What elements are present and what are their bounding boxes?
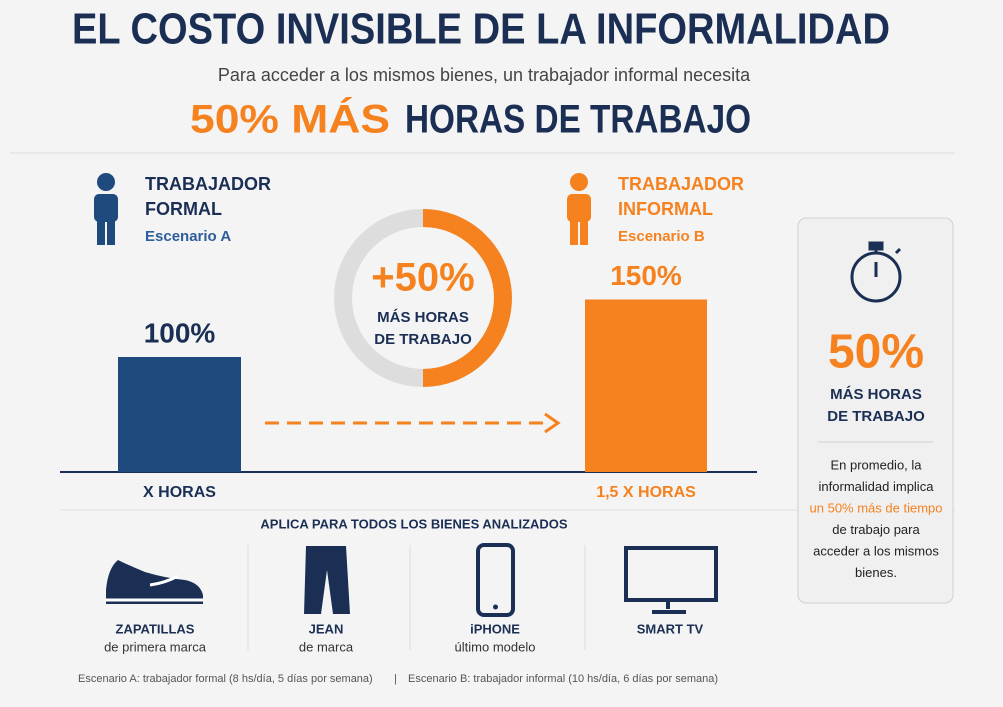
bar-value-label: 100% (144, 317, 216, 348)
goods-separators (247, 545, 586, 650)
footer-note: Escenario B: trabajador informal (10 hs/… (408, 673, 718, 685)
tv-icon (624, 546, 718, 614)
title: EL COSTO INVISIBLE DE LA INFORMALIDAD (72, 5, 890, 54)
bar-value-label: 150% (610, 260, 682, 291)
card-note: bienes. (855, 565, 897, 580)
worker-title: TRABAJADOR (145, 174, 271, 194)
dashed-arrow (265, 412, 561, 434)
ring-caption: MÁS HORAS (377, 309, 469, 326)
good-name: SMART TV (637, 621, 704, 636)
worker-title: INFORMAL (618, 199, 713, 219)
card-figure: 50% (828, 326, 924, 379)
ring-label: +50% (371, 256, 474, 300)
footer-separator: | (394, 673, 397, 685)
good-name: iPHONE (470, 621, 520, 636)
ring-caption: DE TRABAJO (374, 331, 472, 348)
jean-icon (304, 546, 350, 614)
bar (118, 357, 241, 472)
ring-arc (422, 209, 512, 387)
headline-highlight: 50% MÁS (190, 97, 390, 142)
card-note: En promedio, la (830, 457, 922, 472)
scenario-label: Escenario B (618, 228, 705, 245)
stopwatch-icon (850, 241, 902, 303)
good-name: ZAPATILLAS (116, 621, 195, 636)
good-name: JEAN (309, 621, 344, 636)
card-note: acceder a los mismos (813, 543, 939, 558)
worker-title: FORMAL (145, 199, 222, 219)
bar (585, 299, 707, 472)
good-detail: de primera marca (104, 639, 207, 654)
worker-title: TRABAJADOR (618, 174, 744, 194)
phone-icon (476, 543, 515, 617)
good-detail: último modelo (455, 639, 536, 654)
hours-label: X HORAS (143, 484, 216, 501)
person-icon (567, 173, 591, 245)
subtitle: Para acceder a los mismos bienes, un tra… (218, 65, 751, 85)
card-note: de trabajo para (832, 522, 920, 537)
hours-label: 1,5 X HORAS (596, 484, 696, 501)
card-note: informalidad implica (819, 479, 935, 494)
good-detail: de marca (299, 639, 354, 654)
card-note: un 50% más de tiempo (810, 500, 943, 515)
shoe-icon (106, 560, 203, 604)
card-caption: DE TRABAJO (827, 408, 925, 425)
goods-heading: APLICA PARA TODOS LOS BIENES ANALIZADOS (260, 516, 568, 531)
footer-note: Escenario A: trabajador formal (8 hs/día… (78, 673, 373, 685)
person-icon (94, 173, 118, 245)
headline: HORAS DE TRABAJO (405, 98, 751, 142)
card-caption: MÁS HORAS (830, 386, 922, 403)
scenario-label: Escenario A (145, 228, 231, 245)
summary-card (797, 217, 954, 604)
